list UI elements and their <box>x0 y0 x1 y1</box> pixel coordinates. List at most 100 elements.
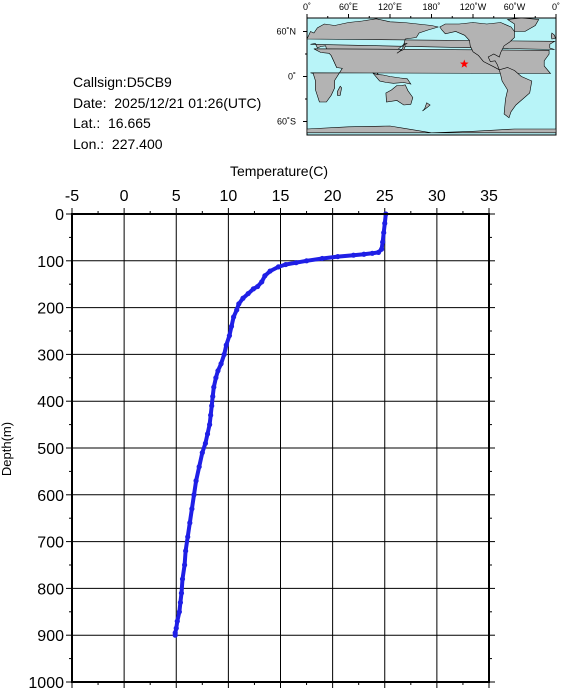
series-point <box>199 450 205 456</box>
station-marker <box>460 59 469 68</box>
series-point <box>379 246 385 252</box>
x-tick-label: 35 <box>480 188 498 205</box>
series-point <box>381 230 387 236</box>
series-point <box>202 440 209 446</box>
series-point <box>226 333 233 339</box>
series-point <box>196 464 202 470</box>
x-tick-label: -5 <box>65 188 79 205</box>
series-point <box>218 361 224 367</box>
date-label: Date: 2025/12/21 01:26(UTC) <box>73 94 262 111</box>
series-point <box>179 576 186 582</box>
series-point <box>215 368 221 374</box>
series-point <box>259 279 265 285</box>
map-lat-label: 0˚ <box>288 72 296 82</box>
land-mass <box>439 22 515 71</box>
series-point <box>228 323 235 329</box>
map-land <box>306 17 557 134</box>
y-tick-label: 100 <box>37 254 64 271</box>
series-point <box>375 249 382 255</box>
y-tick-label: 1000 <box>28 675 64 690</box>
series-point <box>191 492 197 498</box>
land-mass <box>337 85 342 96</box>
series-point <box>193 478 199 484</box>
series-point <box>207 422 213 428</box>
series-point <box>245 290 251 297</box>
y-tick-label: 800 <box>37 581 64 598</box>
series-point <box>177 599 184 606</box>
land-mass <box>396 43 408 54</box>
series-point <box>382 220 388 226</box>
y-tick-label: 700 <box>37 535 64 552</box>
series-point <box>173 625 179 631</box>
map-lat-labels: 60˚N 0˚ 60˚S <box>276 27 296 127</box>
series-point <box>250 286 256 292</box>
map-lon-label: 60˚W <box>504 2 526 12</box>
series-point <box>234 307 240 313</box>
series-point <box>275 264 282 270</box>
series-point <box>262 273 268 279</box>
station-star-icon <box>460 59 469 68</box>
series-point <box>319 255 325 262</box>
x-axis-title: Temperature(C) <box>230 163 328 179</box>
y-tick-label: 0 <box>55 207 64 224</box>
x-tick-label: 30 <box>428 188 446 205</box>
map-frame-ticks <box>303 14 557 122</box>
latitude-label: Lat.: 16.665 <box>73 115 151 131</box>
land-mass <box>422 102 431 112</box>
y-tick-label: 600 <box>37 488 64 505</box>
series-point <box>189 506 195 512</box>
map-lon-label: 120˚W <box>460 2 487 12</box>
series-point <box>361 251 367 257</box>
map-lon-label: 60˚E <box>339 2 358 12</box>
series-point <box>213 375 219 381</box>
series-point <box>230 314 237 320</box>
land-mass <box>498 67 533 119</box>
series-point <box>185 534 191 540</box>
series-point <box>183 548 189 554</box>
y-tick-label: 500 <box>37 441 64 458</box>
x-tick-label: 20 <box>324 188 342 205</box>
land-mass <box>385 84 414 106</box>
series-point <box>211 384 217 390</box>
series-point <box>221 351 227 357</box>
land-mass <box>306 125 557 134</box>
chart-grid <box>71 213 490 683</box>
longitude-label: Lon.: 227.400 <box>73 135 163 152</box>
series-point <box>283 261 289 268</box>
series-point <box>254 283 261 290</box>
x-tick-labels: -5 0 5 10 15 20 25 30 35 <box>65 188 498 205</box>
y-tick-labels: 0 100 200 300 400 500 600 700 800 900 1000 <box>28 207 64 690</box>
land-mass <box>550 32 556 40</box>
x-tick-label: 25 <box>376 188 394 205</box>
temperature-series <box>172 211 389 638</box>
series-point <box>350 252 357 258</box>
series-point <box>176 609 182 615</box>
series-point <box>208 412 214 418</box>
map-lon-label: 120˚E <box>378 2 402 12</box>
series-point <box>181 562 188 568</box>
x-tick-label: 10 <box>219 188 237 205</box>
plot-frame <box>71 213 490 683</box>
map-lon-label: 180˚ <box>422 2 440 12</box>
series-point <box>210 393 216 400</box>
y-tick-label: 400 <box>37 394 64 411</box>
y-axis-title: Depth(m) <box>0 422 14 476</box>
series-point <box>369 250 375 256</box>
map-lon-label: 0˚ <box>303 2 311 12</box>
map-lon-labels: 0˚ 60˚E 120˚E 180˚ 120˚W 60˚W 0˚ <box>303 2 560 12</box>
series-point <box>174 618 180 624</box>
land-mass <box>372 72 412 85</box>
land-mass <box>506 17 540 32</box>
y-tick-label: 200 <box>37 301 64 318</box>
series-point <box>172 632 178 638</box>
map-lat-label: 60˚S <box>277 117 296 127</box>
map-lon-label: 0˚ <box>552 2 560 12</box>
series-point <box>293 260 299 266</box>
world-map: 0˚ 60˚E 120˚E 180˚ 120˚W 60˚W 0˚ 60˚N 0˚ 60˚S <box>276 2 560 136</box>
x-tick-label: 0 <box>120 188 129 205</box>
x-tick-label: 15 <box>272 188 290 205</box>
series-point <box>204 431 211 437</box>
series-point <box>267 268 273 274</box>
y-tick-label: 900 <box>37 628 64 645</box>
